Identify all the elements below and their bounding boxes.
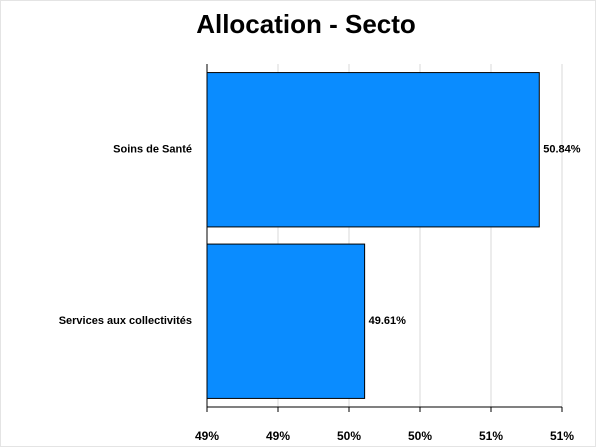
category-label: Services aux collectivités [59,315,192,327]
x-tick-label: 49% [266,429,290,443]
x-tick-label: 51% [479,429,503,443]
data-label: 50.84% [543,144,581,156]
chart-title: Allocation - Secto [196,9,416,39]
x-tick-label: 50% [408,429,432,443]
category-label: Soins de Santé [113,144,192,156]
x-tick-label: 50% [337,429,361,443]
x-tick-label: 49% [195,429,219,443]
bar [206,72,540,228]
bar [206,243,366,399]
x-tick-label: 51% [550,429,574,443]
data-label: 49.61% [369,315,407,327]
